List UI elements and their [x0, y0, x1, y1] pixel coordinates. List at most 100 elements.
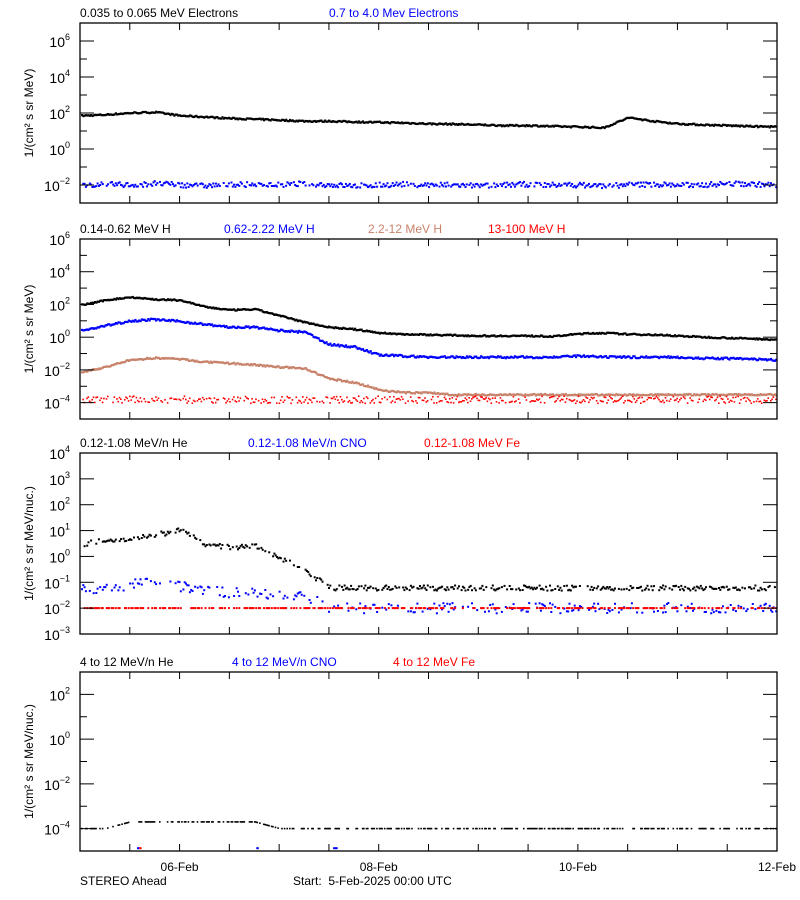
- data-point: [508, 183, 511, 186]
- data-point: [539, 392, 543, 396]
- data-point: [229, 117, 232, 120]
- data-point: [103, 114, 106, 117]
- data-point: [669, 122, 673, 125]
- data-point: [520, 355, 523, 358]
- data-point: [446, 181, 449, 184]
- data-point: [279, 315, 283, 318]
- data-point: [601, 393, 604, 396]
- data-point: [130, 358, 133, 361]
- data-point: [226, 185, 229, 188]
- data-point: [588, 355, 591, 359]
- data-point: [706, 123, 709, 126]
- data-point: [762, 125, 765, 128]
- data-point: [760, 125, 764, 128]
- data-point: [398, 121, 401, 125]
- data-point: [737, 124, 740, 127]
- data-point: [134, 578, 137, 581]
- data-point: [569, 333, 572, 336]
- data-point: [731, 357, 734, 360]
- data-point: [452, 827, 455, 830]
- data-point: [753, 357, 756, 360]
- data-point: [378, 401, 381, 403]
- data-point: [225, 361, 228, 364]
- data-point: [545, 607, 548, 610]
- data-point: [354, 183, 356, 186]
- data-point: [598, 182, 601, 185]
- data-point: [235, 326, 238, 330]
- data-point: [682, 589, 685, 592]
- data-point: [129, 320, 132, 323]
- data-point: [650, 393, 653, 396]
- data-point: [707, 356, 710, 360]
- data-point: [305, 321, 309, 324]
- data-point: [315, 185, 317, 188]
- data-point: [144, 577, 147, 580]
- data-point: [450, 185, 453, 188]
- data-point: [731, 125, 734, 128]
- data-point: [640, 334, 643, 337]
- data-point: [317, 184, 320, 187]
- data-point: [253, 543, 256, 546]
- data-point: [99, 368, 102, 371]
- data-point: [520, 184, 523, 187]
- data-point: [356, 347, 359, 350]
- data-point: [335, 326, 338, 330]
- data-point: [218, 185, 221, 187]
- data-point: [113, 184, 116, 187]
- data-point: [374, 182, 377, 185]
- data-point: [411, 333, 414, 336]
- data-point: [595, 400, 598, 402]
- data-point: [728, 401, 730, 403]
- data-point: [361, 401, 364, 404]
- data-point: [549, 584, 551, 587]
- data-point: [768, 185, 771, 188]
- data-point: [387, 390, 390, 393]
- data-point: [199, 182, 202, 185]
- data-point: [757, 393, 760, 396]
- data-point: [662, 827, 664, 830]
- data-point: [277, 119, 280, 122]
- data-point: [611, 609, 614, 611]
- data-point: [656, 393, 660, 396]
- data-point: [564, 125, 567, 128]
- data-point: [685, 827, 688, 830]
- data-point: [159, 298, 162, 301]
- data-point: [749, 394, 752, 397]
- data-point: [669, 185, 672, 188]
- data-point: [94, 368, 97, 371]
- data-point: [433, 402, 435, 404]
- data-point: [684, 335, 687, 338]
- data-point: [534, 827, 537, 830]
- data-point: [439, 607, 442, 610]
- data-point: [281, 314, 284, 317]
- data-point: [385, 121, 388, 124]
- data-point: [754, 608, 757, 611]
- data-point: [437, 356, 440, 359]
- data-point: [711, 123, 714, 126]
- data-point: [270, 396, 273, 399]
- data-point: [298, 329, 301, 332]
- data-point: [357, 607, 360, 610]
- data-point: [757, 589, 759, 592]
- data-point: [529, 393, 532, 396]
- data-point: [330, 377, 333, 380]
- data-point: [684, 397, 686, 400]
- data-point: [454, 584, 457, 587]
- data-point: [705, 356, 708, 359]
- data-point: [771, 125, 774, 128]
- data-point: [608, 355, 611, 358]
- data-point: [482, 607, 485, 610]
- data-point: [707, 123, 710, 126]
- data-point: [166, 821, 169, 823]
- y-tick-label: 102: [49, 295, 70, 313]
- data-point: [199, 361, 202, 364]
- data-point: [738, 356, 741, 360]
- data-point: [156, 298, 159, 302]
- data-point: [187, 584, 190, 587]
- data-point: [590, 393, 593, 396]
- data-point: [181, 821, 183, 823]
- data-point: [383, 607, 386, 610]
- data-point: [511, 400, 513, 403]
- data-point: [724, 356, 727, 359]
- data-point: [107, 113, 110, 116]
